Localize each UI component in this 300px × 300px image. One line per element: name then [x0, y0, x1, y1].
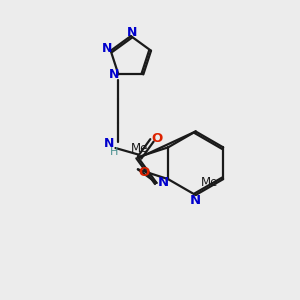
Text: O: O	[138, 166, 149, 179]
Text: N: N	[104, 137, 114, 150]
Text: Me: Me	[130, 142, 148, 155]
Text: N: N	[102, 42, 112, 55]
Text: N: N	[109, 68, 119, 82]
Text: O: O	[151, 132, 162, 145]
Text: N: N	[158, 176, 169, 189]
Text: N: N	[190, 194, 201, 207]
Text: N: N	[127, 26, 137, 39]
Text: H: H	[110, 146, 118, 157]
Text: Me: Me	[201, 176, 219, 189]
